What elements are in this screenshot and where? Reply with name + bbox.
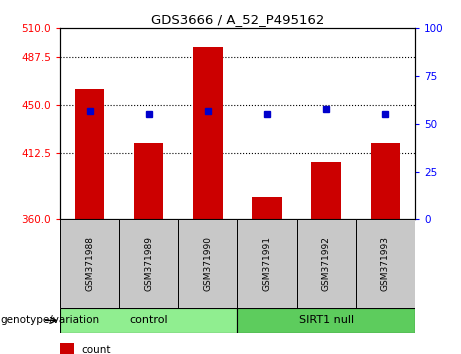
Bar xyxy=(237,308,415,333)
Bar xyxy=(119,219,178,308)
Title: GDS3666 / A_52_P495162: GDS3666 / A_52_P495162 xyxy=(151,13,324,26)
Text: SIRT1 null: SIRT1 null xyxy=(299,315,354,325)
Text: GSM371993: GSM371993 xyxy=(381,236,390,291)
Bar xyxy=(178,219,237,308)
Bar xyxy=(193,47,223,219)
Bar xyxy=(252,196,282,219)
Bar xyxy=(134,143,164,219)
Text: GSM371992: GSM371992 xyxy=(322,236,331,291)
Text: count: count xyxy=(81,345,111,354)
Bar xyxy=(356,219,415,308)
Text: control: control xyxy=(130,315,168,325)
Bar xyxy=(60,343,74,354)
Bar xyxy=(371,143,400,219)
Bar xyxy=(296,219,356,308)
Text: GSM371990: GSM371990 xyxy=(203,236,213,291)
Bar xyxy=(311,162,341,219)
Bar xyxy=(60,219,119,308)
Bar xyxy=(75,90,104,219)
Bar xyxy=(237,219,296,308)
Text: genotype/variation: genotype/variation xyxy=(0,315,99,325)
Bar xyxy=(60,308,237,333)
Text: GSM371991: GSM371991 xyxy=(262,236,272,291)
Text: GSM371989: GSM371989 xyxy=(144,236,153,291)
Text: GSM371988: GSM371988 xyxy=(85,236,94,291)
